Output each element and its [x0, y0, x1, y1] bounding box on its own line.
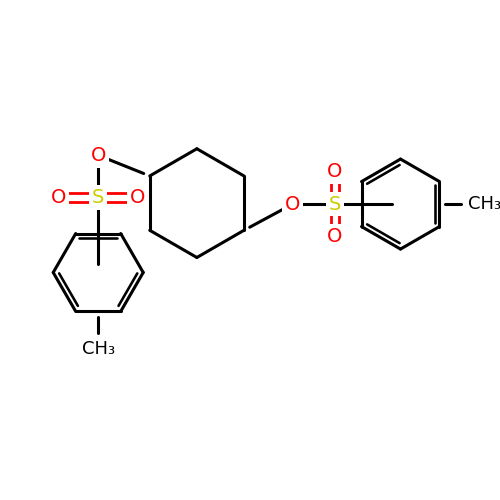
Text: CH₃: CH₃ [82, 340, 115, 358]
Text: O: O [327, 162, 342, 181]
Text: O: O [285, 194, 300, 214]
Text: O: O [90, 146, 106, 165]
Text: S: S [92, 188, 104, 207]
Text: S: S [328, 194, 341, 214]
Text: O: O [130, 188, 146, 207]
Text: O: O [327, 228, 342, 246]
Text: CH₃: CH₃ [468, 195, 500, 213]
Text: O: O [51, 188, 66, 207]
